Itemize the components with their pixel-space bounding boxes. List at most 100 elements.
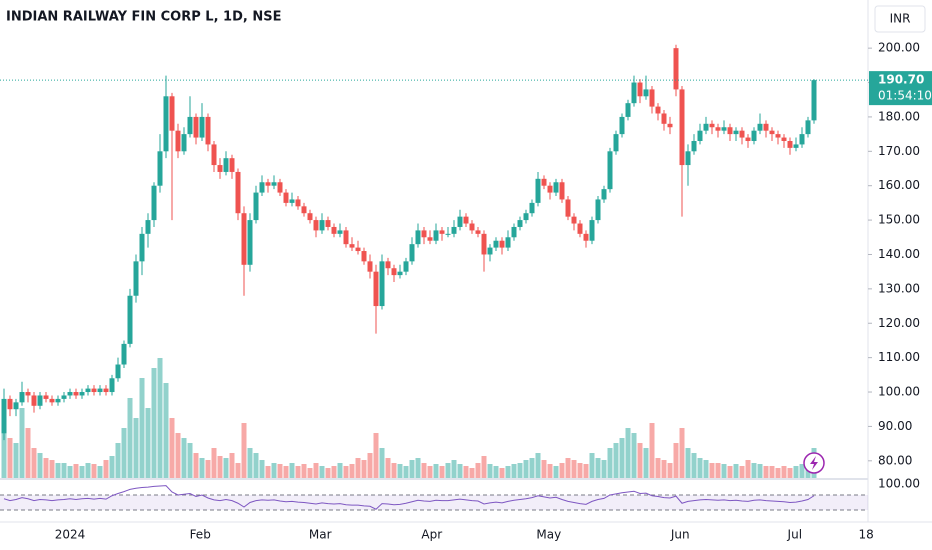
volume-bar	[709, 463, 715, 478]
candle-body	[277, 182, 283, 193]
candle-body	[253, 192, 259, 221]
currency-label[interactable]: INR	[890, 12, 911, 26]
y-tick-label: 170.00	[878, 144, 920, 158]
volume-bar	[475, 463, 481, 478]
candle-body	[1, 398, 7, 434]
candle-body	[589, 220, 595, 241]
volume-bar	[667, 463, 673, 478]
volume-bar	[451, 460, 457, 478]
volume-bar	[97, 466, 103, 478]
volume-bar	[793, 466, 799, 478]
volume-bar	[397, 464, 403, 478]
candle-body	[613, 134, 619, 152]
candle-body	[79, 392, 85, 396]
candle-body	[169, 96, 175, 131]
volume-bar	[703, 460, 709, 478]
volume-bar	[271, 463, 277, 478]
volume-bar	[541, 460, 547, 478]
candle-body	[643, 89, 649, 97]
candle-body	[709, 123, 715, 128]
volume-bar	[559, 463, 565, 478]
candle-body	[805, 120, 811, 135]
y-tick-label: 120.00	[878, 316, 920, 330]
candle-body	[487, 247, 493, 255]
candle-body	[199, 116, 205, 138]
candle-body	[565, 199, 571, 217]
candle-body	[211, 144, 217, 166]
last-price-label: 190.70	[878, 73, 924, 87]
volume-bar	[661, 460, 667, 478]
candle-body	[271, 182, 277, 186]
candle-body	[607, 151, 613, 190]
candle-body	[43, 395, 49, 399]
candle-body	[295, 199, 301, 207]
candle-body	[193, 116, 199, 138]
volume-bar	[409, 460, 415, 478]
candle-body	[367, 261, 373, 272]
volume-bar	[229, 453, 235, 478]
candle-body	[661, 113, 667, 124]
volume-bar	[535, 453, 541, 478]
candle-body	[433, 230, 439, 241]
volume-bar	[769, 466, 775, 478]
volume-bar	[607, 448, 613, 478]
candle-body	[793, 144, 799, 148]
y-tick-label: 200.00	[878, 41, 920, 55]
volume-bar	[637, 443, 643, 478]
volume-bar	[655, 458, 661, 478]
volume-bar	[127, 398, 133, 478]
volume-bar	[205, 460, 211, 478]
volume-bar	[457, 464, 463, 478]
candle-body	[247, 220, 253, 265]
x-tick-label: Jul	[787, 528, 802, 542]
candle-body	[223, 158, 229, 172]
candle-body	[691, 140, 697, 152]
volume-bar	[745, 460, 751, 478]
candle-body	[535, 178, 541, 203]
volume-bar	[31, 448, 37, 478]
volume-bar	[757, 464, 763, 478]
candle-body	[205, 116, 211, 145]
volume-bar	[643, 448, 649, 478]
candle-body	[547, 185, 553, 193]
volume-bar	[343, 466, 349, 478]
candle-body	[697, 130, 703, 141]
y-tick-label: 80.00	[878, 453, 912, 467]
volume-bar	[565, 458, 571, 478]
volume-bar	[67, 466, 73, 478]
volume-bar	[193, 453, 199, 478]
candle-body	[103, 388, 109, 393]
candle-body	[511, 226, 517, 238]
candle-body	[559, 182, 565, 200]
candle-body	[541, 178, 547, 186]
volume-bar	[319, 466, 325, 478]
y-tick-label: 130.00	[878, 281, 920, 295]
volume-bar	[265, 466, 271, 478]
volume-bar	[157, 358, 163, 478]
candle-body	[31, 395, 37, 406]
candle-body	[667, 123, 673, 128]
candle-body	[235, 171, 241, 214]
volume-bar	[505, 466, 511, 478]
candle-body	[13, 402, 19, 410]
candle-body	[529, 202, 535, 214]
candle-body	[37, 395, 43, 406]
volume-bar	[421, 463, 427, 478]
candle-body	[373, 271, 379, 307]
candle-body	[151, 185, 157, 221]
x-tick-label: Apr	[421, 528, 442, 542]
volume-bar	[433, 464, 439, 478]
candle-body	[259, 182, 265, 193]
volume-bar	[151, 368, 157, 478]
candle-body	[451, 226, 457, 234]
candle-body	[133, 261, 139, 296]
candle-body	[757, 123, 763, 131]
candle-body	[325, 220, 331, 227]
volume-bar	[631, 433, 637, 478]
currency-button[interactable]	[874, 5, 926, 33]
last-price-box	[869, 71, 932, 106]
alert-bolt[interactable]	[810, 456, 818, 470]
volume-bar	[19, 408, 25, 478]
candle-body	[475, 230, 481, 234]
alert-icon[interactable]	[803, 452, 825, 474]
